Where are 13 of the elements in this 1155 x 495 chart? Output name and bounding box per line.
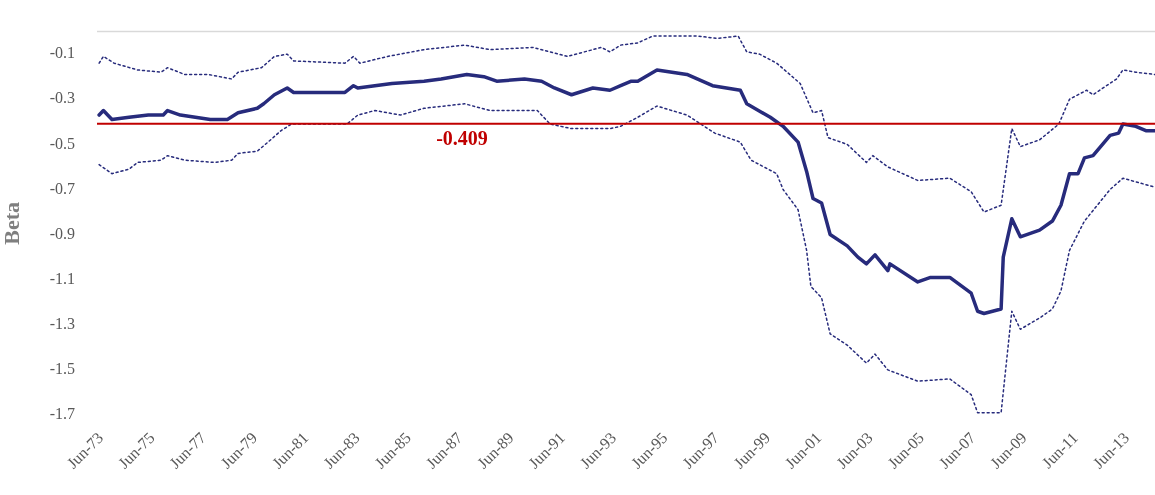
y-tick-label: -1.3 <box>49 314 75 332</box>
y-tick-label: -0.5 <box>49 134 75 152</box>
ref-line-label: -0.409 <box>436 127 488 150</box>
y-tick-label: -1.5 <box>49 360 75 378</box>
y-tick-label: -1.1 <box>49 269 75 287</box>
line-series <box>98 35 1155 213</box>
y-tick-label: -0.1 <box>49 44 75 62</box>
y-axis-title: Beta <box>0 201 24 245</box>
y-tick-label: -0.3 <box>49 89 75 107</box>
line-series <box>98 103 1155 414</box>
y-tick-label: -1.7 <box>49 405 75 423</box>
y-tick-label: -0.9 <box>49 224 75 242</box>
y-tick-label: -0.7 <box>49 179 75 197</box>
